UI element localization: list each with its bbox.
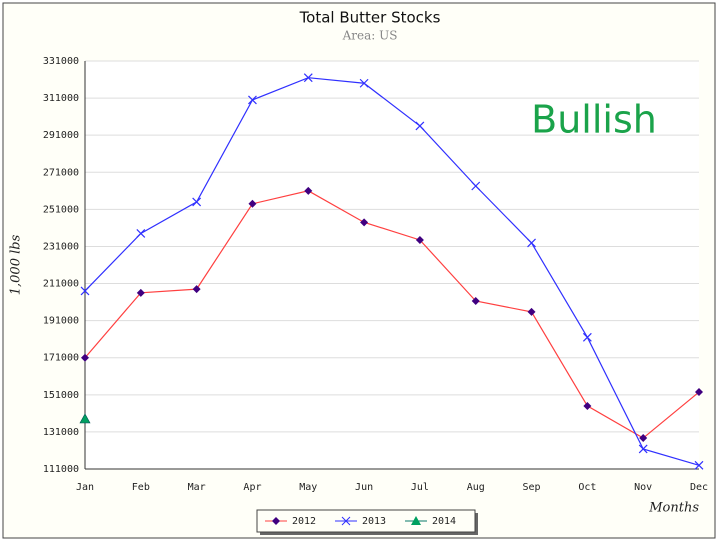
- x-axis-label: Months: [648, 501, 699, 516]
- x-tick-label: Feb: [132, 482, 150, 493]
- legend-marker: [411, 516, 421, 525]
- marker: [638, 444, 648, 454]
- marker: [248, 199, 257, 208]
- y-tick-label: 291000: [43, 130, 79, 141]
- y-tick-label: 151000: [43, 390, 79, 401]
- x-tick-label: Dec: [690, 482, 708, 493]
- legend-label: 2012: [292, 516, 316, 527]
- series-line: [84, 77, 700, 466]
- x-tick-label: Apr: [243, 482, 261, 493]
- y-tick-label: 231000: [43, 241, 79, 252]
- marker: [192, 197, 202, 207]
- marker: [304, 186, 313, 195]
- y-tick-label: 311000: [43, 93, 79, 104]
- x-tick-label: May: [299, 482, 317, 493]
- marker: [192, 285, 201, 294]
- marker: [136, 288, 145, 297]
- y-tick-label: 171000: [43, 353, 79, 364]
- series-line: [84, 190, 700, 439]
- marker: [527, 238, 536, 248]
- y-tick-label: 251000: [43, 204, 79, 215]
- y-tick-label: 111000: [43, 464, 79, 475]
- x-tick-label: Jul: [411, 482, 429, 493]
- x-tick-label: Aug: [467, 482, 485, 493]
- marker: [248, 95, 257, 105]
- plot-area: [85, 61, 699, 469]
- y-axis-label: 1,000 lbs: [9, 234, 24, 295]
- marker: [582, 332, 592, 342]
- x-tick-label: Jun: [355, 482, 373, 493]
- x-tick-label: Nov: [634, 482, 652, 493]
- marker: [583, 401, 592, 410]
- legend-label: 2014: [432, 516, 456, 527]
- y-tick-label: 191000: [43, 316, 79, 327]
- chart-subtitle: Area: US: [342, 29, 398, 43]
- x-tick-label: Oct: [578, 482, 596, 493]
- legend-label: 2013: [362, 516, 386, 527]
- marker: [471, 296, 480, 305]
- marker: [303, 73, 313, 83]
- marker: [136, 229, 146, 238]
- legend-box: [256, 509, 476, 533]
- marker: [81, 353, 89, 362]
- marker: [415, 121, 425, 131]
- chart-title: Total Butter Stocks: [299, 9, 441, 27]
- marker: [359, 78, 369, 88]
- marker: [79, 413, 91, 424]
- marker: [471, 181, 481, 191]
- y-tick-label: 211000: [43, 279, 79, 290]
- marker: [527, 307, 536, 316]
- x-tick-label: Jan: [76, 482, 94, 493]
- legend-marker: [272, 517, 280, 525]
- marker: [360, 218, 369, 227]
- legend-marker: [341, 516, 351, 526]
- marker: [639, 434, 648, 443]
- marker: [695, 388, 703, 397]
- y-tick-label: 131000: [43, 427, 79, 438]
- x-tick-label: Sep: [523, 482, 541, 493]
- marker: [694, 460, 704, 470]
- y-tick-label: 271000: [43, 167, 79, 178]
- y-tick-label: 331000: [43, 56, 79, 67]
- x-tick-label: Mar: [188, 482, 206, 493]
- marker: [80, 286, 90, 296]
- annotation: Bullish: [531, 98, 657, 142]
- marker: [415, 235, 424, 244]
